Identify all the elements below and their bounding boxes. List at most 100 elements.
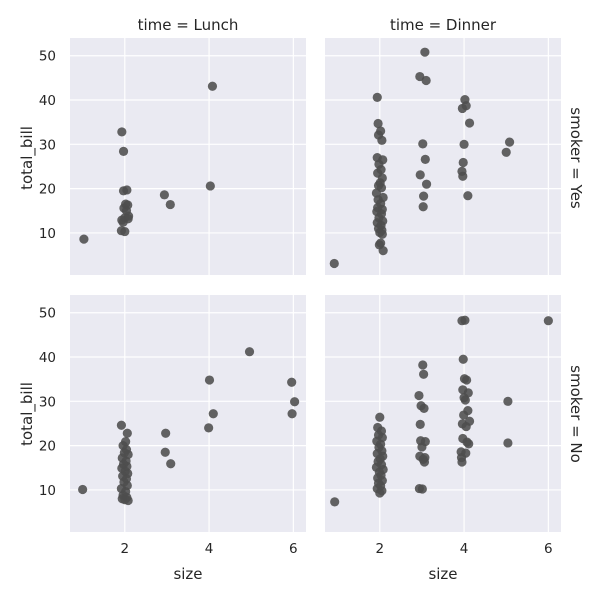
data-point	[417, 442, 427, 452]
data-point	[160, 447, 170, 457]
data-point	[461, 421, 471, 432]
data-point	[118, 146, 129, 157]
x-tick-label: 4	[460, 541, 469, 557]
y-tick-label: 20	[39, 439, 56, 455]
data-point	[78, 484, 88, 495]
y-axis-label-top: total_bill	[18, 126, 37, 190]
data-point	[79, 234, 89, 244]
column-title-lunch: time = Lunch	[138, 16, 239, 34]
data-point	[116, 420, 127, 430]
data-point	[287, 409, 297, 419]
data-point	[420, 154, 430, 164]
data-point	[373, 118, 383, 129]
data-point	[122, 185, 132, 195]
data-point	[377, 229, 387, 239]
data-point	[287, 377, 297, 387]
panels-layer: 10 20 30 40 50 10 20 30 40 50 2 4 6 2 4 6	[39, 38, 561, 557]
x-axis-label-right: size	[428, 565, 457, 583]
y-tick-label: 40	[39, 350, 56, 366]
data-point	[204, 375, 215, 385]
data-point	[329, 258, 339, 269]
data-point	[117, 127, 127, 137]
data-point	[463, 191, 473, 201]
x-tick-label: 6	[289, 541, 298, 557]
data-point	[503, 396, 513, 406]
data-point	[204, 423, 214, 433]
data-point	[458, 157, 468, 168]
data-point	[421, 75, 431, 86]
y-tick-label: 50	[39, 49, 56, 65]
data-point	[418, 360, 428, 370]
data-point	[415, 419, 425, 429]
column-title-dinner: time = Dinner	[390, 16, 497, 34]
y-tick-label: 10	[39, 226, 56, 242]
y-tick-label: 50	[39, 306, 56, 322]
data-point	[458, 354, 468, 364]
y-tick-label: 10	[39, 483, 56, 499]
data-point	[462, 375, 472, 385]
panel-background	[70, 38, 306, 275]
panel-background	[325, 295, 561, 532]
x-tick-label: 2	[375, 541, 384, 557]
data-point	[415, 170, 425, 180]
data-point	[123, 214, 133, 224]
data-point	[460, 395, 470, 405]
data-point	[330, 497, 340, 507]
data-point	[372, 92, 382, 102]
data-point	[501, 147, 511, 157]
data-point	[459, 410, 469, 420]
data-point	[290, 397, 300, 407]
data-point	[418, 202, 428, 212]
data-point	[464, 118, 475, 128]
data-point	[543, 316, 553, 326]
x-axis-label-left: size	[173, 565, 202, 583]
data-point	[419, 369, 429, 379]
data-point	[120, 226, 130, 237]
x-tick-label: 4	[205, 541, 214, 557]
data-point	[457, 457, 467, 467]
y-tick-label: 20	[39, 182, 56, 198]
data-point	[503, 438, 513, 448]
x-tick-label: 2	[120, 541, 129, 557]
panel-dinner-smoker-yes	[325, 38, 561, 275]
y-tick-label: 40	[39, 93, 56, 109]
data-point	[244, 347, 255, 357]
data-point	[414, 390, 424, 401]
data-point	[419, 457, 430, 467]
data-point	[504, 137, 515, 147]
data-point	[460, 315, 470, 325]
data-point	[419, 403, 429, 414]
data-point	[464, 439, 474, 449]
panel-dinner-smoker-no: 2 4 6	[325, 295, 561, 557]
data-point	[159, 190, 169, 200]
data-point	[161, 428, 171, 438]
data-point	[417, 484, 427, 494]
data-point	[421, 179, 432, 189]
data-point	[120, 495, 130, 505]
data-point	[377, 135, 387, 145]
data-point	[207, 81, 218, 91]
y-tick-label: 30	[39, 394, 56, 410]
data-point	[418, 139, 428, 149]
data-point	[205, 181, 215, 191]
x-tick-label: 6	[544, 541, 553, 557]
row-title-smoker-yes: smoker = Yes	[567, 107, 585, 209]
panel-background	[325, 38, 561, 275]
panel-lunch-smoker-yes: 10 20 30 40 50	[39, 38, 306, 275]
data-point	[122, 428, 132, 438]
panel-background	[70, 295, 306, 532]
data-point	[375, 488, 385, 498]
data-point	[166, 459, 176, 469]
row-title-smoker-no: smoker = No	[567, 365, 585, 463]
y-tick-label: 30	[39, 137, 56, 153]
data-point	[375, 412, 385, 422]
data-point	[378, 246, 388, 256]
data-point	[419, 191, 429, 201]
y-axis-label-bottom: total_bill	[18, 382, 37, 446]
data-point	[420, 47, 430, 57]
data-point	[458, 171, 468, 181]
panel-lunch-smoker-no: 10 20 30 40 50 2 4 6	[39, 295, 306, 557]
data-point	[165, 199, 175, 210]
data-point	[459, 139, 469, 149]
